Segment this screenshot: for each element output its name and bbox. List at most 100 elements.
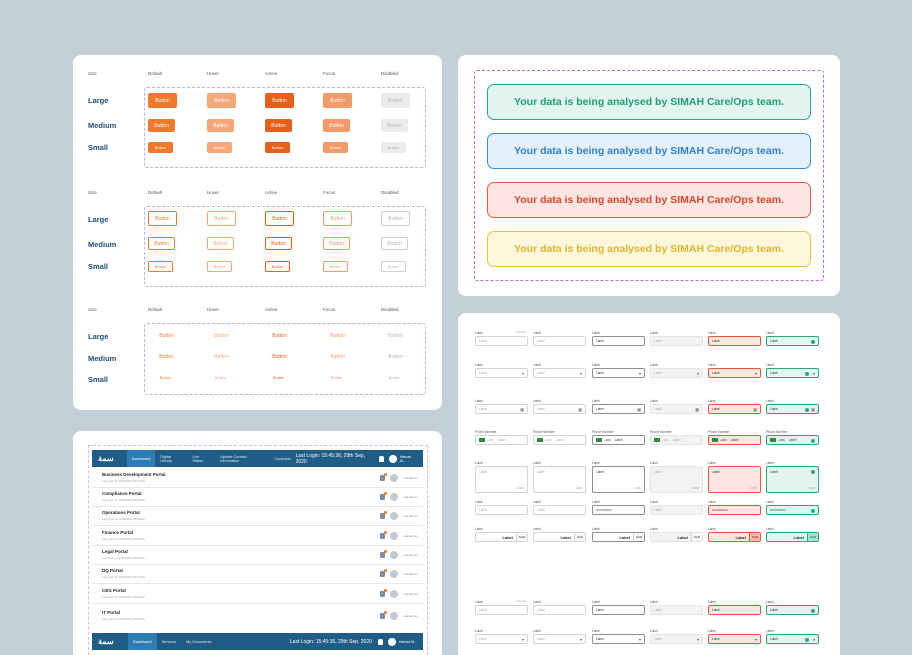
nav-tab-services[interactable]: Services [161, 639, 177, 644]
outline-large-focus-button[interactable]: Button [323, 211, 352, 226]
filled-small-active-button[interactable]: Button [265, 142, 290, 153]
bell-icon[interactable] [377, 638, 383, 645]
currency-field[interactable]: Label SAR [592, 532, 645, 542]
outline-small-hover-button[interactable]: Button [207, 261, 232, 272]
text-large-active-button[interactable]: Button [272, 332, 287, 339]
chevron-down-icon[interactable]: ▾ [521, 637, 524, 642]
portal-title[interactable]: IT Portal [102, 610, 121, 615]
calendar-icon[interactable]: ▦ [753, 407, 757, 412]
chevron-down-icon[interactable]: ▾ [579, 637, 582, 642]
filled-small-hover-button[interactable]: Button [207, 142, 232, 153]
calendar-icon[interactable]: ▦ [811, 407, 815, 412]
textarea-field[interactable]: Label 0/100 [475, 466, 528, 493]
notification-icon[interactable] [380, 552, 385, 558]
nav-tab-update-contact[interactable]: Update Contact Information [220, 454, 247, 463]
date-field[interactable]: Label ▦ [708, 404, 761, 414]
text-field[interactable]: Label [708, 605, 761, 615]
portal-title[interactable]: Legal Portal [102, 549, 128, 554]
textarea-field[interactable]: Label 0/100 [708, 466, 761, 493]
calendar-icon[interactable]: ▦ [637, 407, 641, 412]
filled-medium-active-button[interactable]: Button [265, 119, 292, 132]
text-medium-default-button[interactable]: Button [159, 353, 174, 360]
text-small-active-button[interactable]: Button [272, 375, 285, 380]
filled-large-active-button[interactable]: Button [265, 93, 294, 108]
password-field[interactable]: •••••••••••••• [766, 505, 819, 515]
portal-title[interactable]: Operations Portal [102, 510, 140, 515]
portal-row[interactable]: Finance Portal Last login on 15/06/2021 … [92, 527, 423, 546]
textarea-field[interactable]: Label 0/100 [592, 466, 645, 493]
text-medium-active-button[interactable]: Button [272, 353, 287, 360]
chevron-down-icon[interactable]: ▾ [638, 371, 641, 376]
currency-field[interactable]: Label SAR [475, 532, 528, 542]
portal-title[interactable]: DQ Portal [102, 568, 123, 573]
text-field[interactable]: Label [766, 605, 819, 615]
select-field[interactable]: Label ▾ [475, 634, 528, 644]
filled-large-focus-button[interactable]: Button [323, 93, 352, 108]
select-field[interactable]: Label ▾ [592, 368, 645, 378]
notification-icon[interactable] [380, 591, 385, 597]
outline-medium-focus-button[interactable]: Button [323, 237, 350, 250]
portal-row[interactable]: CEG Portal Last login on 15/06/2021 06:4… [92, 585, 423, 604]
calendar-icon[interactable]: ▦ [520, 407, 524, 412]
user-avatar-icon[interactable] [389, 454, 397, 463]
notification-icon[interactable] [380, 475, 385, 481]
select-field[interactable]: Label ▾ [766, 368, 819, 378]
outline-small-default-button[interactable]: Button [148, 261, 173, 272]
logo[interactable]: سمة [98, 637, 114, 646]
currency-field[interactable]: Label SAR [533, 532, 586, 542]
select-field[interactable]: Label ▾ [475, 368, 528, 378]
chevron-down-icon[interactable]: ▾ [696, 637, 699, 642]
filled-small-default-button[interactable]: Button [148, 142, 173, 153]
portal-row[interactable]: Operations Portal Last login on 15/06/20… [92, 507, 423, 526]
portal-title[interactable]: Business Development Portal [102, 472, 166, 477]
outline-large-active-button[interactable]: Button [265, 211, 294, 226]
chevron-down-icon[interactable]: ▾ [812, 637, 815, 642]
text-large-focus-button[interactable]: Button [330, 332, 345, 339]
outline-medium-active-button[interactable]: Button [265, 237, 292, 250]
select-field[interactable]: Label ▾ [533, 368, 586, 378]
select-field[interactable]: Label ▾ [766, 634, 819, 644]
text-field[interactable]: Label [592, 605, 645, 615]
text-field[interactable]: Label [475, 605, 528, 615]
chevron-down-icon[interactable]: ▾ [754, 371, 757, 376]
outline-medium-default-button[interactable]: Button [148, 237, 175, 250]
chevron-down-icon[interactable]: ▾ [521, 371, 524, 376]
text-small-focus-button[interactable]: Button [330, 375, 343, 380]
text-large-hover-button[interactable]: Button [214, 332, 229, 339]
logo[interactable]: سمة [98, 454, 114, 463]
date-field[interactable]: Label ▦ [592, 404, 645, 414]
portal-title[interactable]: CEG Portal [102, 588, 126, 593]
select-field[interactable]: Label ▾ [592, 634, 645, 644]
user-avatar-icon[interactable] [387, 637, 396, 646]
select-field[interactable]: Label ▾ [533, 634, 586, 644]
filled-large-default-button[interactable]: Button [148, 93, 177, 108]
text-medium-focus-button[interactable]: Button [330, 353, 345, 360]
portal-row[interactable]: Legal Portal Last login on 15/06/2021 06… [92, 546, 423, 565]
password-field[interactable]: Label [533, 505, 586, 515]
currency-field[interactable]: Label SAR [766, 532, 819, 542]
select-field[interactable]: Label ▾ [708, 368, 761, 378]
notification-icon[interactable] [380, 613, 385, 619]
portal-title[interactable]: Finance Portal [102, 530, 134, 535]
phone-field[interactable]: +966 Label [533, 435, 586, 445]
outline-small-focus-button[interactable]: Button [323, 261, 348, 272]
text-field[interactable]: Label [708, 336, 761, 346]
portal-row[interactable]: Business Development Portal Last login o… [92, 469, 423, 488]
phone-field[interactable]: +966 Label [592, 435, 645, 445]
currency-field[interactable]: Label SAR [708, 532, 761, 542]
nav-tab-my-documents[interactable]: My Documents [186, 639, 212, 644]
outline-large-default-button[interactable]: Button [148, 211, 177, 226]
portal-title[interactable]: Compliance Portal [102, 491, 142, 496]
portal-row[interactable]: IT Portal Last login on 15/06/2021 06:44… [92, 607, 423, 626]
password-field[interactable]: Label [475, 505, 528, 515]
outline-medium-hover-button[interactable]: Button [207, 237, 234, 250]
portal-row[interactable]: DQ Portal Last login on 15/06/2021 06:44… [92, 565, 423, 584]
text-field[interactable]: Label [533, 336, 586, 346]
phone-field[interactable]: +966 Label [766, 435, 819, 445]
textarea-field[interactable]: Label 0/100 [533, 466, 586, 493]
chevron-down-icon[interactable]: ▾ [696, 371, 699, 376]
nav-tab-dashboard[interactable]: Dashboard [126, 450, 156, 467]
phone-field[interactable]: +966 Label [708, 435, 761, 445]
user-name[interactable]: Hamad Al... [399, 454, 412, 463]
date-field[interactable]: Label ▦ [533, 404, 586, 414]
